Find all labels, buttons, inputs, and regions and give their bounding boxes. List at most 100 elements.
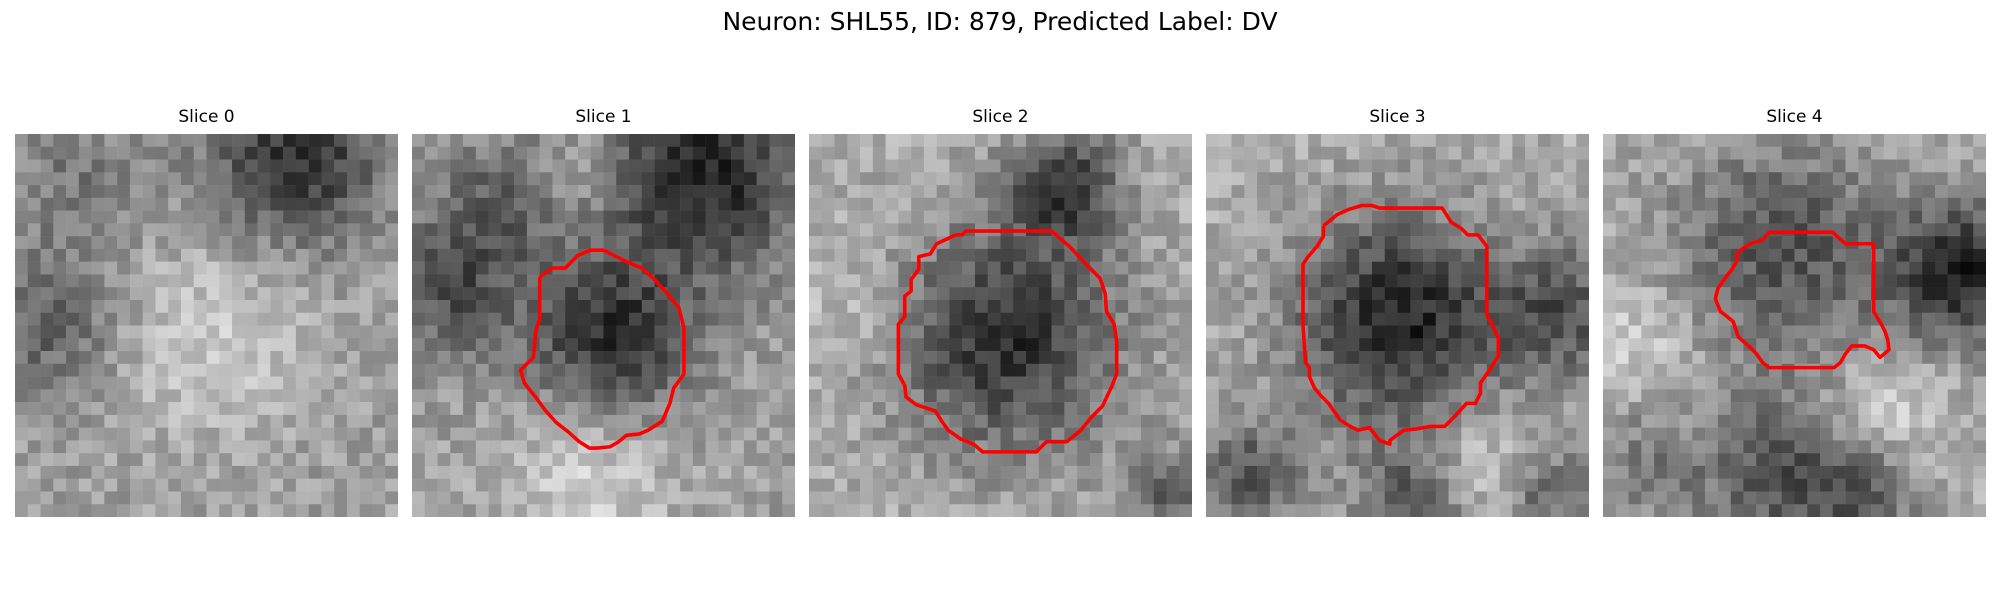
pixel-tile (180, 299, 194, 313)
pixel-tile (1359, 146, 1373, 160)
pixel-tile (372, 312, 386, 326)
pixel-tile (1359, 465, 1373, 479)
pixel-tile (1666, 414, 1680, 428)
pixel-tile (1563, 402, 1577, 416)
pixel-tile (1692, 504, 1706, 517)
pixel-tile (1641, 299, 1655, 313)
pixel-tile (1153, 223, 1167, 237)
pixel-tile (1423, 185, 1437, 199)
pixel-tile (1474, 185, 1488, 199)
pixel-tile (1244, 172, 1258, 186)
pixel-tile (334, 402, 348, 416)
pixel-tile (1231, 274, 1245, 288)
pixel-tile (1359, 491, 1373, 505)
pixel-tile (577, 465, 591, 479)
pixel-tile (1512, 351, 1526, 365)
pixel-tile (168, 351, 182, 365)
pixel-tile (821, 197, 835, 211)
pixel-tile (1410, 465, 1424, 479)
pixel-tile (1973, 197, 1986, 211)
pixel-tile (756, 389, 770, 403)
pixel-tile (385, 236, 398, 250)
pixel-tile (206, 248, 220, 262)
pixel-tile (1115, 376, 1129, 390)
pixel-tile (1410, 351, 1424, 365)
pixel-tile (257, 236, 271, 250)
pixel-tile (743, 402, 757, 416)
pixel-tile (1858, 134, 1872, 148)
pixel-tile (1013, 338, 1027, 352)
pixel-tile (1603, 146, 1617, 160)
pixel-tile (1960, 363, 1974, 377)
pixel-tile (1499, 236, 1513, 250)
pixel-tile (1947, 465, 1961, 479)
pixel-tile (1947, 223, 1961, 237)
pixel-tile (1550, 427, 1564, 441)
pixel-tile (193, 223, 207, 237)
pixel-tile (463, 172, 477, 186)
pixel-tile (206, 287, 220, 301)
pixel-tile (1947, 402, 1961, 416)
pixel-tile (91, 478, 105, 492)
pixel-tile (1359, 274, 1373, 288)
pixel-tile (860, 223, 874, 237)
pixel-tile (1550, 478, 1564, 492)
pixel-tile (1359, 389, 1373, 403)
pixel-tile (1089, 491, 1103, 505)
pixel-tile (923, 338, 937, 352)
pixel-tile (232, 465, 246, 479)
pixel-tile (1576, 376, 1589, 390)
pixel-tile (1743, 504, 1757, 517)
pixel-tile (1166, 414, 1180, 428)
pixel-tile (1166, 389, 1180, 403)
pixel-tile (1410, 146, 1424, 160)
pixel-tile (809, 325, 823, 339)
pixel-tile (1858, 287, 1872, 301)
pixel-tile (1512, 248, 1526, 262)
pixel-tile (283, 338, 297, 352)
pixel-tile (334, 363, 348, 377)
pixel-tile (1960, 185, 1974, 199)
pixel-grid (412, 134, 795, 517)
pixel-tile (1486, 134, 1500, 148)
pixel-tile (1960, 287, 1974, 301)
pixel-tile (1486, 223, 1500, 237)
pixel-tile (1563, 504, 1577, 517)
pixel-tile (1397, 465, 1411, 479)
pixel-tile (412, 261, 426, 275)
pixel-tile (847, 146, 861, 160)
pixel-tile (1115, 427, 1129, 441)
pixel-tile (782, 185, 795, 199)
pixel-tile (949, 389, 963, 403)
pixel-tile (1730, 351, 1744, 365)
pixel-tile (1371, 312, 1385, 326)
pixel-tile (526, 504, 540, 517)
pixel-tile (769, 440, 783, 454)
pixel-tile (577, 325, 591, 339)
pixel-tile (295, 299, 309, 313)
pixel-tile (1346, 261, 1360, 275)
pixel-tile (1397, 414, 1411, 428)
pixel-tile (129, 427, 143, 441)
pixel-tile (936, 465, 950, 479)
pixel-tile (437, 185, 451, 199)
pixel-tile (769, 261, 783, 275)
pixel-tile (1244, 185, 1258, 199)
pixel-tile (424, 146, 438, 160)
pixel-tile (66, 363, 80, 377)
pixel-tile (308, 159, 322, 173)
pixel-tile (27, 287, 41, 301)
pixel-tile (769, 287, 783, 301)
pixel-tile (667, 465, 681, 479)
pixel-tile (334, 299, 348, 313)
pixel-tile (1320, 325, 1334, 339)
pixel-tile (1909, 146, 1923, 160)
pixel-tile (372, 236, 386, 250)
pixel-tile (718, 223, 732, 237)
pixel-tile (782, 338, 795, 352)
pixel-tile (180, 134, 194, 148)
pixel-tile (1423, 453, 1437, 467)
pixel-tile (104, 427, 118, 441)
pixel-tile (475, 274, 489, 288)
pixel-tile (1654, 453, 1668, 467)
